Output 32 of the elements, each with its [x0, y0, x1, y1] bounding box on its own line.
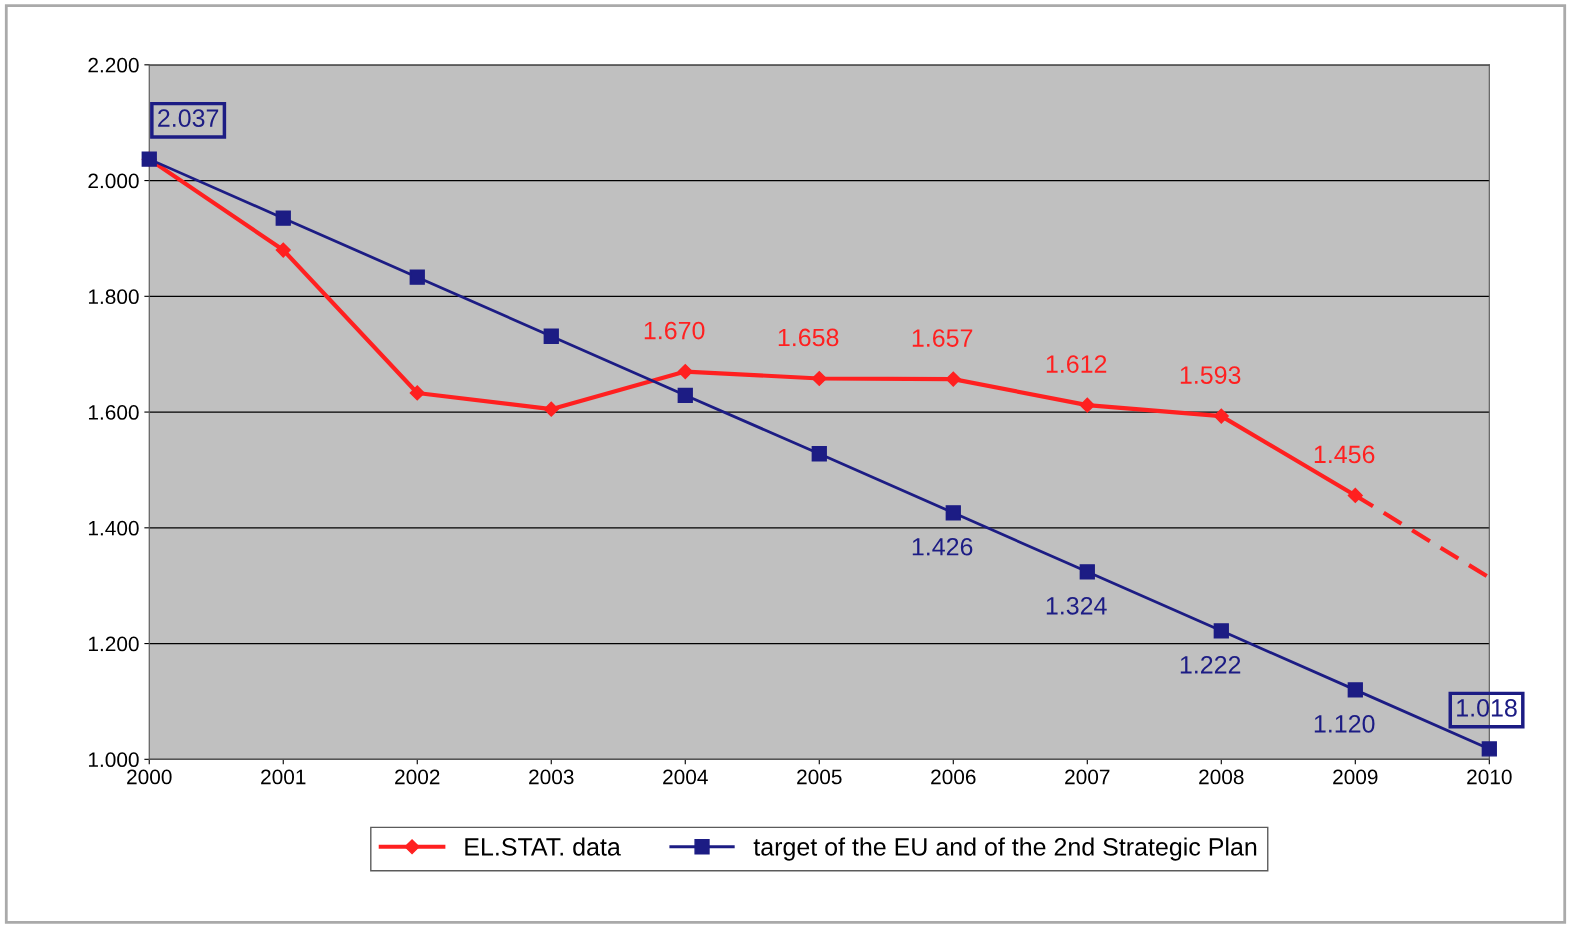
- legend-label: EL.STAT. data: [465, 837, 621, 856]
- x-tick-label: 2005: [797, 769, 842, 785]
- data-label: 1.120: [1314, 714, 1375, 733]
- x-tick-label: 2007: [1065, 769, 1110, 785]
- data-label: 2.037: [158, 109, 219, 127]
- data-label: 1.593: [1180, 366, 1241, 384]
- x-tick-label: 2004: [663, 769, 708, 785]
- x-tick-label: 2001: [261, 769, 306, 785]
- data-label: 1.670: [644, 321, 705, 340]
- x-tick-label: 2010: [1467, 769, 1512, 785]
- y-tick-label: 1.200: [88, 636, 139, 652]
- y-tick-label: 2.200: [88, 57, 139, 73]
- data-label: 1.456: [1314, 445, 1375, 464]
- data-label: 1.657: [912, 329, 973, 347]
- y-tick-label: 1.400: [88, 520, 139, 536]
- legend-label: target of the EU and of the 2nd Strategic Plan: [753, 837, 1257, 861]
- data-label: 1.222: [1180, 655, 1241, 674]
- data-label: 1.658: [778, 328, 839, 347]
- x-tick-label: 2002: [395, 769, 440, 785]
- x-tick-label: 2000: [127, 769, 172, 785]
- x-tick-label: 2006: [931, 769, 976, 785]
- x-tick-label: 2003: [529, 769, 574, 785]
- data-label: 1.324: [1046, 596, 1107, 615]
- x-tick-label: 2009: [1333, 769, 1378, 785]
- data-label: 1.018: [1457, 699, 1517, 717]
- y-tick-label: 2.000: [88, 173, 139, 189]
- x-tick-label: 2008: [1199, 769, 1244, 785]
- y-tick-label: 1.600: [88, 405, 139, 420]
- y-tick-label: 1.800: [88, 289, 139, 305]
- y-tick-label: 1.000: [88, 752, 139, 768]
- data-label: 1.426: [912, 537, 973, 556]
- data-label: 1.612: [1046, 355, 1107, 373]
